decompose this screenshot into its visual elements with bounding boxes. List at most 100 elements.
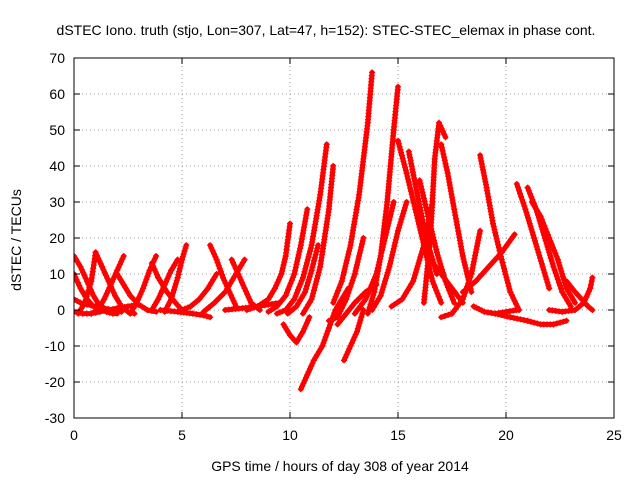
data-point-marker: [184, 304, 191, 311]
data-point-marker: [324, 328, 331, 334]
data-point-marker: [495, 311, 502, 318]
data-point-marker: [144, 273, 151, 280]
data-point-marker: [401, 207, 407, 214]
data-point-marker: [246, 296, 253, 303]
data-point-marker: [553, 253, 560, 260]
data-point-marker: [350, 337, 357, 344]
data-point-marker: [402, 164, 409, 171]
data-point-marker: [300, 274, 306, 281]
series-path: [298, 343, 325, 392]
data-point-marker: [153, 271, 160, 278]
data-point-marker: [207, 242, 214, 249]
data-point-marker: [524, 317, 531, 324]
data-point-marker: [441, 154, 448, 161]
data-point-marker: [315, 242, 322, 249]
data-point-marker: [584, 291, 591, 298]
data-point-marker: [438, 299, 445, 306]
data-point-marker: [74, 273, 79, 280]
data-point-marker: [417, 180, 424, 187]
data-point-marker: [101, 307, 108, 314]
data-point-marker: [556, 262, 563, 269]
data-point-marker: [380, 284, 387, 290]
data-point-marker: [417, 254, 424, 261]
data-point-marker: [300, 328, 306, 335]
data-point-marker: [421, 198, 428, 205]
data-point-marker: [380, 241, 387, 247]
data-point-marker: [355, 256, 362, 262]
data-point-marker: [216, 265, 223, 272]
data-point-marker: [280, 262, 287, 268]
data-point-marker: [513, 181, 520, 187]
data-point-marker: [407, 185, 414, 192]
y-tick-label: 50: [49, 122, 65, 138]
data-point-marker: [120, 253, 127, 259]
data-point-marker: [514, 184, 521, 191]
data-point-marker: [530, 232, 537, 239]
data-point-marker: [420, 219, 427, 226]
data-point-marker: [533, 243, 540, 250]
data-point-marker: [137, 291, 144, 298]
data-point-marker: [392, 239, 399, 246]
data-point-marker: [443, 163, 450, 170]
data-point-marker: [171, 283, 178, 290]
data-point-marker: [109, 306, 116, 313]
data-point-marker: [148, 260, 155, 267]
data-point-marker: [558, 268, 565, 275]
data-point-marker: [146, 267, 153, 274]
data-point-marker: [240, 282, 247, 289]
data-point-marker: [544, 279, 551, 286]
data-point-marker: [134, 296, 141, 303]
data-point-marker: [439, 128, 446, 135]
data-point-marker: [522, 206, 529, 213]
data-point-marker: [177, 262, 184, 269]
data-point-marker: [306, 251, 313, 257]
data-point-marker: [346, 245, 353, 252]
data-point-marker: [514, 315, 521, 322]
data-point-marker: [364, 310, 371, 317]
data-point-marker: [371, 276, 377, 283]
data-point-marker: [86, 284, 93, 291]
series-12: [179, 271, 220, 313]
data-point-marker: [87, 281, 94, 288]
data-point-marker: [354, 325, 361, 332]
data-point-marker: [304, 282, 310, 289]
data-point-marker: [534, 246, 541, 253]
data-point-marker: [418, 251, 425, 258]
y-tick-label: -30: [45, 410, 65, 426]
data-point-marker: [389, 251, 396, 258]
data-point-marker: [396, 143, 403, 150]
data-point-marker: [401, 161, 408, 168]
x-tick-label: 20: [498, 427, 514, 443]
data-point-marker: [493, 235, 500, 242]
data-point-marker: [171, 286, 177, 293]
data-point-marker: [133, 299, 140, 306]
data-point-marker: [294, 255, 301, 261]
series-28: [341, 307, 367, 364]
data-point-marker: [151, 255, 158, 262]
data-point-marker: [183, 242, 190, 249]
data-point-marker: [355, 322, 362, 329]
data-point-marker: [232, 265, 239, 272]
data-point-marker: [554, 276, 561, 283]
data-point-marker: [103, 290, 110, 297]
data-point-marker: [442, 160, 449, 167]
data-point-marker: [382, 278, 388, 285]
data-point-marker: [99, 263, 106, 270]
data-point-marker: [359, 241, 365, 247]
data-point-marker: [548, 258, 555, 264]
data-point-marker: [308, 363, 315, 370]
data-point-marker: [589, 274, 596, 281]
data-point-marker: [547, 238, 554, 245]
y-tick-label: 0: [57, 302, 65, 318]
series-11: [161, 242, 190, 315]
data-point-marker: [536, 252, 543, 259]
data-point-marker: [392, 236, 399, 243]
data-point-marker: [382, 232, 389, 238]
data-point-marker: [281, 259, 288, 265]
data-point-marker: [528, 226, 535, 233]
data-point-marker: [100, 266, 107, 273]
y-tick-label: 60: [49, 86, 65, 102]
data-point-marker: [323, 141, 330, 148]
data-point-marker: [560, 318, 567, 325]
data-point-marker: [359, 310, 366, 317]
